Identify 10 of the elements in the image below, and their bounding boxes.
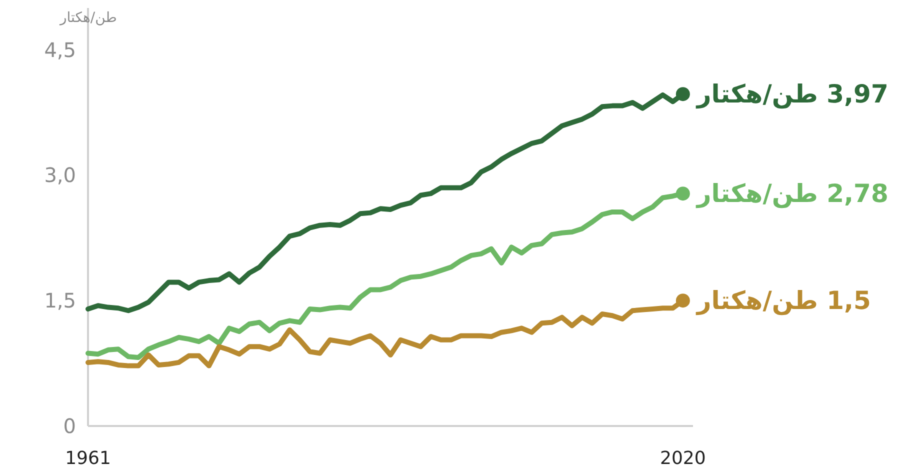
y-tick-label: 0 [63, 414, 76, 438]
x-tick-label: 2020 [660, 448, 706, 469]
y-axis-title: طن/هكتار [59, 10, 117, 26]
data-label: 3,97 طن/هكتار [694, 80, 888, 110]
y-tick-label: 1,5 [44, 288, 76, 313]
data-label: 2,78 طن/هكتار [694, 179, 888, 210]
y-tick-label: 4,5 [44, 38, 76, 62]
y-tick-label: 3,0 [44, 163, 76, 188]
x-tick-label: 1961 [65, 448, 111, 469]
data-label: 1,5 طن/هكتار [694, 286, 871, 316]
